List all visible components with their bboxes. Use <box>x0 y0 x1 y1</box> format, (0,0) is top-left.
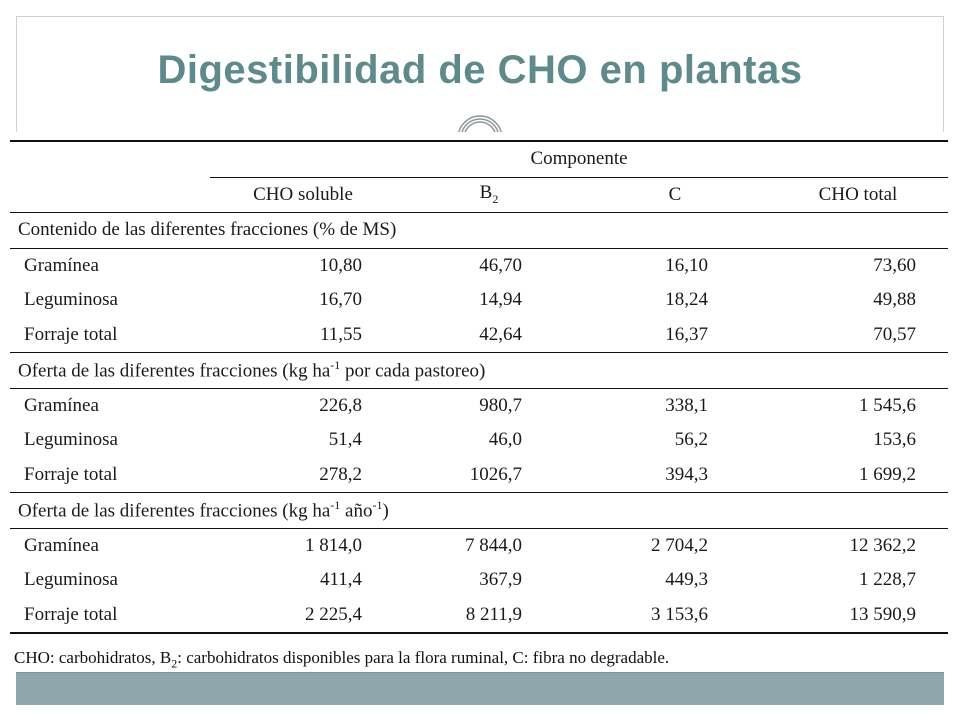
table-cell: 367,9 <box>479 569 522 591</box>
arc-ornament <box>457 115 503 138</box>
table-row: Leguminosa 411,4 367,9 449,3 1 228,7 <box>10 563 948 598</box>
table-row: Gramínea 226,8 980,7 338,1 1 545,6 <box>10 388 948 423</box>
table-cell: 411,4 <box>319 569 362 591</box>
table-cell: 11,55 <box>319 323 362 345</box>
table-cell: 153,6 <box>873 429 916 451</box>
table-cell: 49,88 <box>873 289 916 311</box>
table-cell: 338,1 <box>665 394 708 416</box>
carbohydrate-table: Componente CHO soluble B2 C CHO total Co… <box>10 140 948 634</box>
section-title: Oferta de las diferentes fracciones (kg … <box>10 492 948 529</box>
section-header-row: Oferta de las diferentes fracciones (kg … <box>10 352 948 389</box>
table-cell: 3 153,6 <box>651 603 708 625</box>
table-cell: 16,37 <box>665 323 708 345</box>
table-cell: 10,80 <box>319 254 362 276</box>
table-cell: 16,70 <box>319 289 362 311</box>
row-label: Leguminosa <box>24 429 118 451</box>
table-cell: 56,2 <box>674 429 708 451</box>
table-cell: 14,94 <box>479 289 522 311</box>
table-footnote: CHO: carbohidratos, B2: carbohidratos di… <box>14 648 670 671</box>
group-header: Componente <box>210 142 948 178</box>
table-cell: 16,10 <box>665 254 708 276</box>
table-cell: 12 362,2 <box>849 534 917 556</box>
table-cell: 278,2 <box>319 463 362 485</box>
slide-title: Digestibilidad de CHO en plantas <box>157 48 803 92</box>
row-label: Gramínea <box>24 534 99 556</box>
section-title: Oferta de las diferentes fracciones (kg … <box>10 352 948 389</box>
table-row: Leguminosa 16,70 14,94 18,24 49,88 <box>10 283 948 318</box>
table-cell: 1 545,6 <box>859 394 916 416</box>
table-cell: 2 225,4 <box>305 603 362 625</box>
table-row: Forraje total 2 225,4 8 211,9 3 153,6 13… <box>10 598 948 633</box>
table-cell: 449,3 <box>665 569 708 591</box>
table-cell: 7 844,0 <box>465 534 522 556</box>
table-row: Leguminosa 51,4 46,0 56,2 153,6 <box>10 423 948 458</box>
table-cell: 394,3 <box>665 463 708 485</box>
section-header-row: Oferta de las diferentes fracciones (kg … <box>10 492 948 529</box>
table-cell: 980,7 <box>479 394 522 416</box>
row-label: Forraje total <box>24 323 118 345</box>
column-header: C <box>582 177 768 213</box>
group-header-row: Componente <box>10 142 948 178</box>
column-header-row: CHO soluble B2 C CHO total <box>10 177 948 213</box>
table-cell: 1 814,0 <box>305 534 362 556</box>
table-cell: 8 211,9 <box>465 603 522 625</box>
table-cell: 1026,7 <box>469 463 522 485</box>
row-label: Forraje total <box>24 603 118 625</box>
row-label: Leguminosa <box>24 289 118 311</box>
section-header-row: Contenido de las diferentes fracciones (… <box>10 212 948 249</box>
table-cell: 226,8 <box>319 394 362 416</box>
table-cell: 46,70 <box>479 254 522 276</box>
row-label: Forraje total <box>24 463 118 485</box>
table-cell: 70,57 <box>873 323 916 345</box>
table-cell: 1 228,7 <box>859 569 916 591</box>
table-row: Forraje total 11,55 42,64 16,37 70,57 <box>10 318 948 353</box>
table-cell: 1 699,2 <box>859 463 916 485</box>
table-cell: 42,64 <box>479 323 522 345</box>
row-label: Gramínea <box>24 254 99 276</box>
table-row: Gramínea 1 814,0 7 844,0 2 704,2 12 362,… <box>10 528 948 563</box>
table-cell: 51,4 <box>328 429 362 451</box>
column-header: CHO total <box>768 177 948 213</box>
table-cell: 18,24 <box>665 289 708 311</box>
row-label: Leguminosa <box>24 569 118 591</box>
data-table-region: Componente CHO soluble B2 C CHO total Co… <box>10 132 950 672</box>
table-cell: 2 704,2 <box>651 534 708 556</box>
table-row: Gramínea 10,80 46,70 16,10 73,60 <box>10 248 948 283</box>
section-title: Contenido de las diferentes fracciones (… <box>10 212 948 249</box>
table-row: Forraje total 278,2 1026,7 394,3 1 699,2 <box>10 458 948 493</box>
table-cell: 13 590,9 <box>849 603 917 625</box>
footer-bar <box>16 672 944 705</box>
column-header: CHO soluble <box>210 177 396 213</box>
column-header: B2 <box>396 177 582 213</box>
table-cell: 46,0 <box>488 429 522 451</box>
table-cell: 73,60 <box>873 254 916 276</box>
row-label: Gramínea <box>24 394 99 416</box>
